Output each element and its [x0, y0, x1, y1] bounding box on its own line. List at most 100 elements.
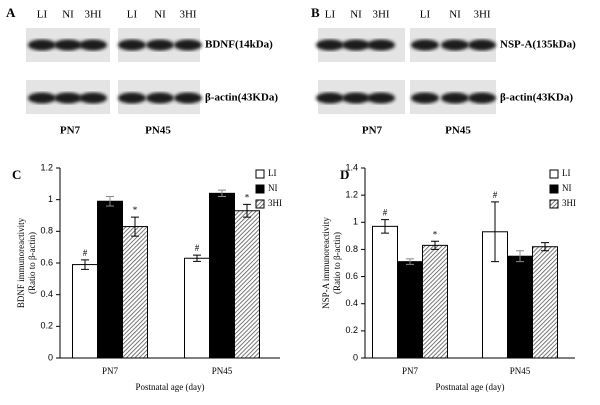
error-bar	[491, 201, 499, 263]
panel-label: D	[340, 167, 349, 182]
significance-marker: #	[383, 208, 388, 218]
blot-band	[411, 92, 439, 104]
y-tick-label: 0.2	[40, 321, 53, 331]
blot-band	[441, 39, 469, 51]
panel-label: B	[311, 5, 320, 20]
band-label: β-actin(43KDa)	[500, 92, 573, 104]
error-bar	[406, 258, 414, 265]
age-label: PN45	[445, 125, 471, 137]
blot-band	[367, 92, 395, 104]
y-tick-label: 0.4	[345, 298, 358, 308]
legend-label: 3HI	[562, 198, 576, 208]
error-bar	[431, 240, 439, 250]
band-label: NSP-A(135kDa)	[500, 39, 576, 51]
legend-label: 3HI	[268, 198, 282, 208]
legend-swatch	[255, 184, 265, 194]
bar	[507, 255, 533, 359]
legend-label: NI	[268, 183, 278, 193]
blot-band	[174, 39, 202, 51]
legend-swatch	[549, 199, 559, 209]
error-bar	[243, 203, 251, 218]
bar	[234, 210, 260, 359]
y-tick-label: 0.8	[40, 226, 53, 236]
blot-band	[316, 92, 344, 104]
blot-band	[79, 92, 107, 104]
band-label: β-actin(43KDa)	[205, 92, 278, 104]
legend-label: LI	[562, 168, 571, 178]
error-bar	[516, 250, 524, 263]
lane-label: NI	[449, 9, 461, 21]
lane-label: LI	[325, 9, 336, 21]
error-bar	[106, 196, 114, 207]
y-axis-label: BDNF immunoreactivity	[16, 217, 26, 308]
blot-band	[79, 39, 107, 51]
y-tick-label: 1	[353, 217, 358, 227]
x-tick-label: PN7	[102, 366, 119, 376]
y-axis-label: (Ratio to β-actin)	[27, 232, 37, 294]
error-bar	[541, 242, 549, 252]
y-tick-label: 0	[353, 352, 358, 362]
lane-label: LI	[420, 9, 431, 21]
bar	[532, 246, 558, 359]
blot-band	[342, 39, 370, 51]
bar	[422, 244, 448, 359]
y-tick-label: 0.4	[40, 289, 53, 299]
blot-band	[316, 39, 344, 51]
y-tick-label: 0.8	[345, 244, 358, 254]
bar	[97, 200, 123, 359]
blot-band	[54, 39, 82, 51]
significance-marker: *	[433, 229, 438, 239]
age-label: PN45	[145, 125, 171, 137]
blot-band	[146, 39, 174, 51]
error-bar	[381, 219, 389, 234]
bar	[72, 264, 98, 359]
bar	[397, 261, 423, 359]
blot-band	[468, 39, 496, 51]
blot-band	[118, 92, 146, 104]
legend-swatch	[255, 169, 265, 179]
lane-label: 3HI	[179, 9, 196, 21]
bar	[122, 226, 148, 359]
y-tick-label: 1	[48, 194, 53, 204]
error-bar	[218, 189, 226, 197]
blot-band	[174, 92, 202, 104]
x-axis-label: Postnatal age (day)	[436, 382, 505, 392]
y-tick-label: 1.2	[40, 162, 53, 172]
legend-label: LI	[268, 168, 277, 178]
blot-band	[28, 39, 56, 51]
significance-marker: *	[245, 192, 250, 202]
x-tick-label: PN7	[402, 366, 419, 376]
x-tick-label: PN45	[212, 366, 233, 376]
legend-swatch	[549, 169, 559, 179]
legend-swatch	[255, 199, 265, 209]
y-axis-label: NSP-A immunoreactivity	[321, 217, 331, 309]
y-tick-label: 1.4	[345, 162, 358, 172]
panel-label: C	[12, 167, 21, 182]
y-tick-label: 0.2	[345, 325, 358, 335]
blot-band	[54, 92, 82, 104]
lane-label: 3HI	[84, 9, 101, 21]
lane-label: NI	[154, 9, 166, 21]
significance-marker: #	[83, 248, 88, 258]
significance-marker: *	[133, 205, 138, 215]
bar	[184, 257, 210, 359]
lane-label: 3HI	[372, 9, 389, 21]
y-tick-label: 0.6	[345, 271, 358, 281]
y-axis-label: (Ratio to β-actin)	[332, 232, 342, 294]
blot-band	[468, 92, 496, 104]
error-bar	[81, 259, 89, 270]
y-tick-label: 0	[48, 352, 53, 362]
significance-marker: #	[195, 243, 200, 253]
legend-swatch	[549, 184, 559, 194]
panel-label: A	[6, 5, 16, 20]
legend-label: NI	[562, 183, 572, 193]
blot-band	[342, 92, 370, 104]
significance-marker: #	[493, 190, 498, 200]
y-tick-label: 0.6	[40, 257, 53, 267]
age-label: PN7	[362, 125, 383, 137]
blot-band	[441, 92, 469, 104]
lane-label: LI	[37, 9, 48, 21]
blot-band	[411, 39, 439, 51]
lane-label: NI	[350, 9, 362, 21]
